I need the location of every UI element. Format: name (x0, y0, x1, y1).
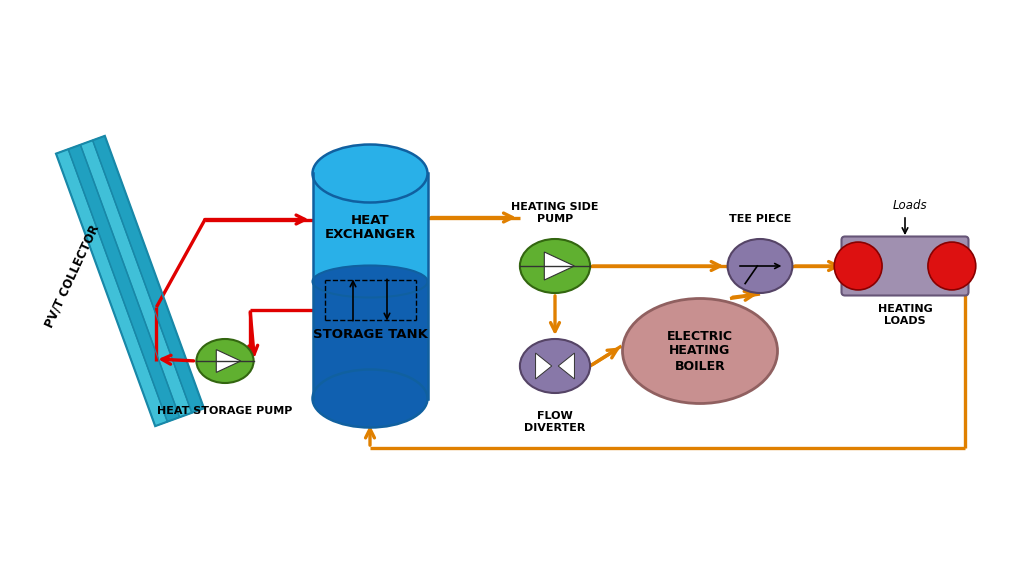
Ellipse shape (312, 266, 427, 297)
Polygon shape (69, 145, 179, 422)
FancyBboxPatch shape (842, 237, 969, 295)
Ellipse shape (623, 298, 777, 404)
Polygon shape (216, 350, 241, 373)
Polygon shape (56, 149, 167, 426)
Ellipse shape (197, 339, 254, 383)
Polygon shape (558, 353, 574, 379)
Text: HEATING SIDE
PUMP: HEATING SIDE PUMP (511, 202, 599, 224)
Polygon shape (81, 141, 191, 417)
Text: STORAGE TANK: STORAGE TANK (312, 328, 427, 342)
Circle shape (928, 242, 976, 290)
Ellipse shape (312, 145, 427, 203)
Bar (312, 282, 427, 399)
Text: HEATING
LOADS: HEATING LOADS (878, 304, 933, 325)
Ellipse shape (520, 339, 590, 393)
Text: PV/T COLLECTOR: PV/T COLLECTOR (42, 222, 101, 329)
Text: HEAT STORAGE PUMP: HEAT STORAGE PUMP (158, 406, 293, 416)
Ellipse shape (312, 369, 427, 427)
Text: TEE PIECE: TEE PIECE (729, 214, 792, 224)
Ellipse shape (520, 239, 590, 293)
Circle shape (835, 242, 882, 290)
Text: Loads: Loads (893, 199, 928, 212)
Polygon shape (93, 136, 204, 413)
Text: FLOW
DIVERTER: FLOW DIVERTER (524, 411, 586, 433)
Text: ELECTRIC
HEATING
BOILER: ELECTRIC HEATING BOILER (667, 329, 733, 373)
Ellipse shape (728, 239, 793, 293)
Polygon shape (545, 252, 574, 280)
Text: HEAT
EXCHANGER: HEAT EXCHANGER (325, 214, 416, 241)
Bar (312, 173, 427, 282)
Polygon shape (536, 353, 552, 379)
